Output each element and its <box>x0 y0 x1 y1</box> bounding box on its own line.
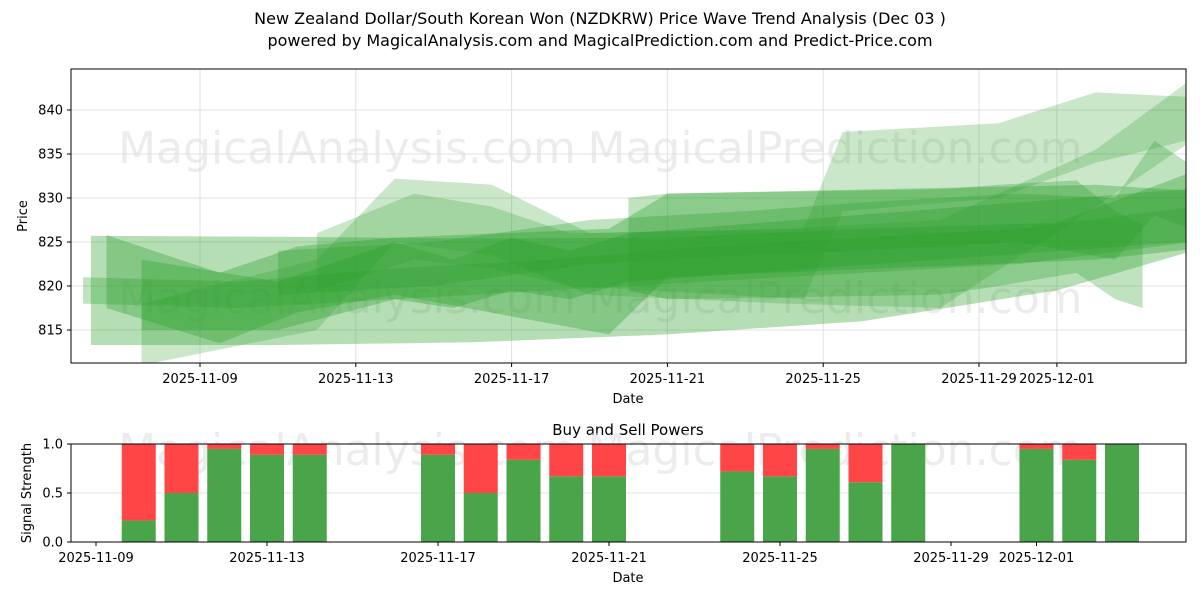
sell-bar-segment <box>763 444 797 476</box>
x-tick-label: 2025-11-29 <box>941 372 1017 387</box>
figure: New Zealand Dollar/South Korean Won (NZD… <box>0 0 1200 600</box>
sell-bar-segment <box>549 444 583 476</box>
y-tick-label: 1.0 <box>42 438 63 453</box>
buy-bar-segment <box>763 476 797 542</box>
watermark-text: MagicalAnalysis.com <box>118 123 576 174</box>
buy-bar-segment <box>1105 444 1139 542</box>
sell-bar-segment <box>849 444 883 482</box>
buy-bar-segment <box>250 455 284 542</box>
y-tick-label: 815 <box>38 324 63 339</box>
price-y-label: Price <box>16 200 31 232</box>
buy-sell-bar <box>1105 444 1139 542</box>
buy-sell-bar <box>1062 444 1096 542</box>
y-tick-label: 840 <box>38 104 63 119</box>
x-tick-label: 2025-11-25 <box>785 372 861 387</box>
sell-bar-segment <box>806 444 840 449</box>
buy-bar-segment <box>849 482 883 542</box>
buy-sell-bar <box>806 444 840 542</box>
x-tick-label: 2025-12-01 <box>999 551 1075 566</box>
sell-bar-segment <box>464 444 498 493</box>
buy-sell-bar <box>165 444 199 542</box>
x-tick-label: 2025-11-13 <box>229 551 305 566</box>
buy-bar-segment <box>549 476 583 542</box>
buy-bar-segment <box>464 493 498 542</box>
sell-bar-segment <box>507 444 541 460</box>
buy-sell-bar <box>507 444 541 542</box>
price-y-ticks: 815 820 825 830 835 840 <box>38 104 71 339</box>
buy-sell-bar <box>250 444 284 542</box>
sell-bar-segment <box>592 444 626 476</box>
buy-sell-bar <box>1020 444 1054 542</box>
x-tick-label: 2025-11-21 <box>571 551 647 566</box>
signal-x-label: Date <box>612 571 643 586</box>
signal-x-ticks: 2025-11-09 2025-11-13 2025-11-17 2025-11-21… <box>58 542 1074 566</box>
buy-sell-bar <box>293 444 327 542</box>
sell-bar-segment <box>720 444 754 471</box>
buy-bar-segment <box>720 471 754 542</box>
sell-bar-segment <box>250 444 284 455</box>
x-tick-label: 2025-12-01 <box>1019 372 1095 387</box>
sell-bar-segment <box>165 444 199 493</box>
x-tick-label: 2025-11-25 <box>742 551 818 566</box>
x-tick-label: 2025-11-09 <box>162 372 238 387</box>
buy-bar-segment <box>293 455 327 542</box>
buy-sell-bar <box>207 444 241 542</box>
sell-bar-segment <box>293 444 327 455</box>
y-tick-label: 825 <box>38 236 63 251</box>
buy-bar-segment <box>165 493 199 542</box>
price-x-label: Date <box>612 392 643 407</box>
buy-sell-bar <box>720 444 754 542</box>
x-tick-label: 2025-11-17 <box>474 372 550 387</box>
buy-sell-bar <box>122 444 156 542</box>
price-wave-chart: MagicalAnalysis.comMagicalPrediction.com… <box>16 69 1200 407</box>
signal-y-label: Signal Strength <box>20 443 35 543</box>
x-tick-label: 2025-11-09 <box>58 551 134 566</box>
buy-sell-bar <box>464 444 498 542</box>
buy-bar-segment <box>592 476 626 542</box>
sell-bar-segment <box>207 444 241 449</box>
x-tick-label: 2025-11-21 <box>630 372 706 387</box>
buy-bar-segment <box>421 455 455 542</box>
buy-bar-segment <box>891 444 925 542</box>
y-tick-label: 830 <box>38 192 63 207</box>
y-tick-label: 820 <box>38 280 63 295</box>
x-tick-label: 2025-11-13 <box>318 372 394 387</box>
x-tick-label: 2025-11-29 <box>913 551 989 566</box>
y-tick-label: 0.5 <box>42 487 63 502</box>
sell-bar-segment <box>122 444 156 520</box>
sell-bar-segment <box>1020 444 1054 449</box>
buy-sell-bar <box>549 444 583 542</box>
y-tick-label: 835 <box>38 148 63 163</box>
sell-bar-segment <box>421 444 455 455</box>
y-tick-label: 0.0 <box>42 536 63 551</box>
buy-bar-segment <box>1062 460 1096 542</box>
buy-sell-chart: Buy and Sell Powers MagicalAnalysis.comM… <box>20 421 1186 586</box>
buy-bar-segment <box>122 520 156 542</box>
buy-sell-bar <box>421 444 455 542</box>
sell-bar-segment <box>1062 444 1096 460</box>
x-tick-label: 2025-11-17 <box>400 551 476 566</box>
buy-sell-bar <box>592 444 626 542</box>
buy-bar-segment <box>507 460 541 542</box>
buy-bar-segment <box>207 449 241 542</box>
buy-bar-segment <box>1020 449 1054 542</box>
signal-y-ticks: 0.0 0.5 1.0 <box>42 438 71 551</box>
price-x-ticks: 2025-11-09 2025-11-13 2025-11-17 2025-11-21… <box>162 363 1094 387</box>
buy-sell-bar <box>763 444 797 542</box>
buy-sell-bar <box>849 444 883 542</box>
buy-sell-bar <box>891 444 925 542</box>
buy-bar-segment <box>806 449 840 542</box>
